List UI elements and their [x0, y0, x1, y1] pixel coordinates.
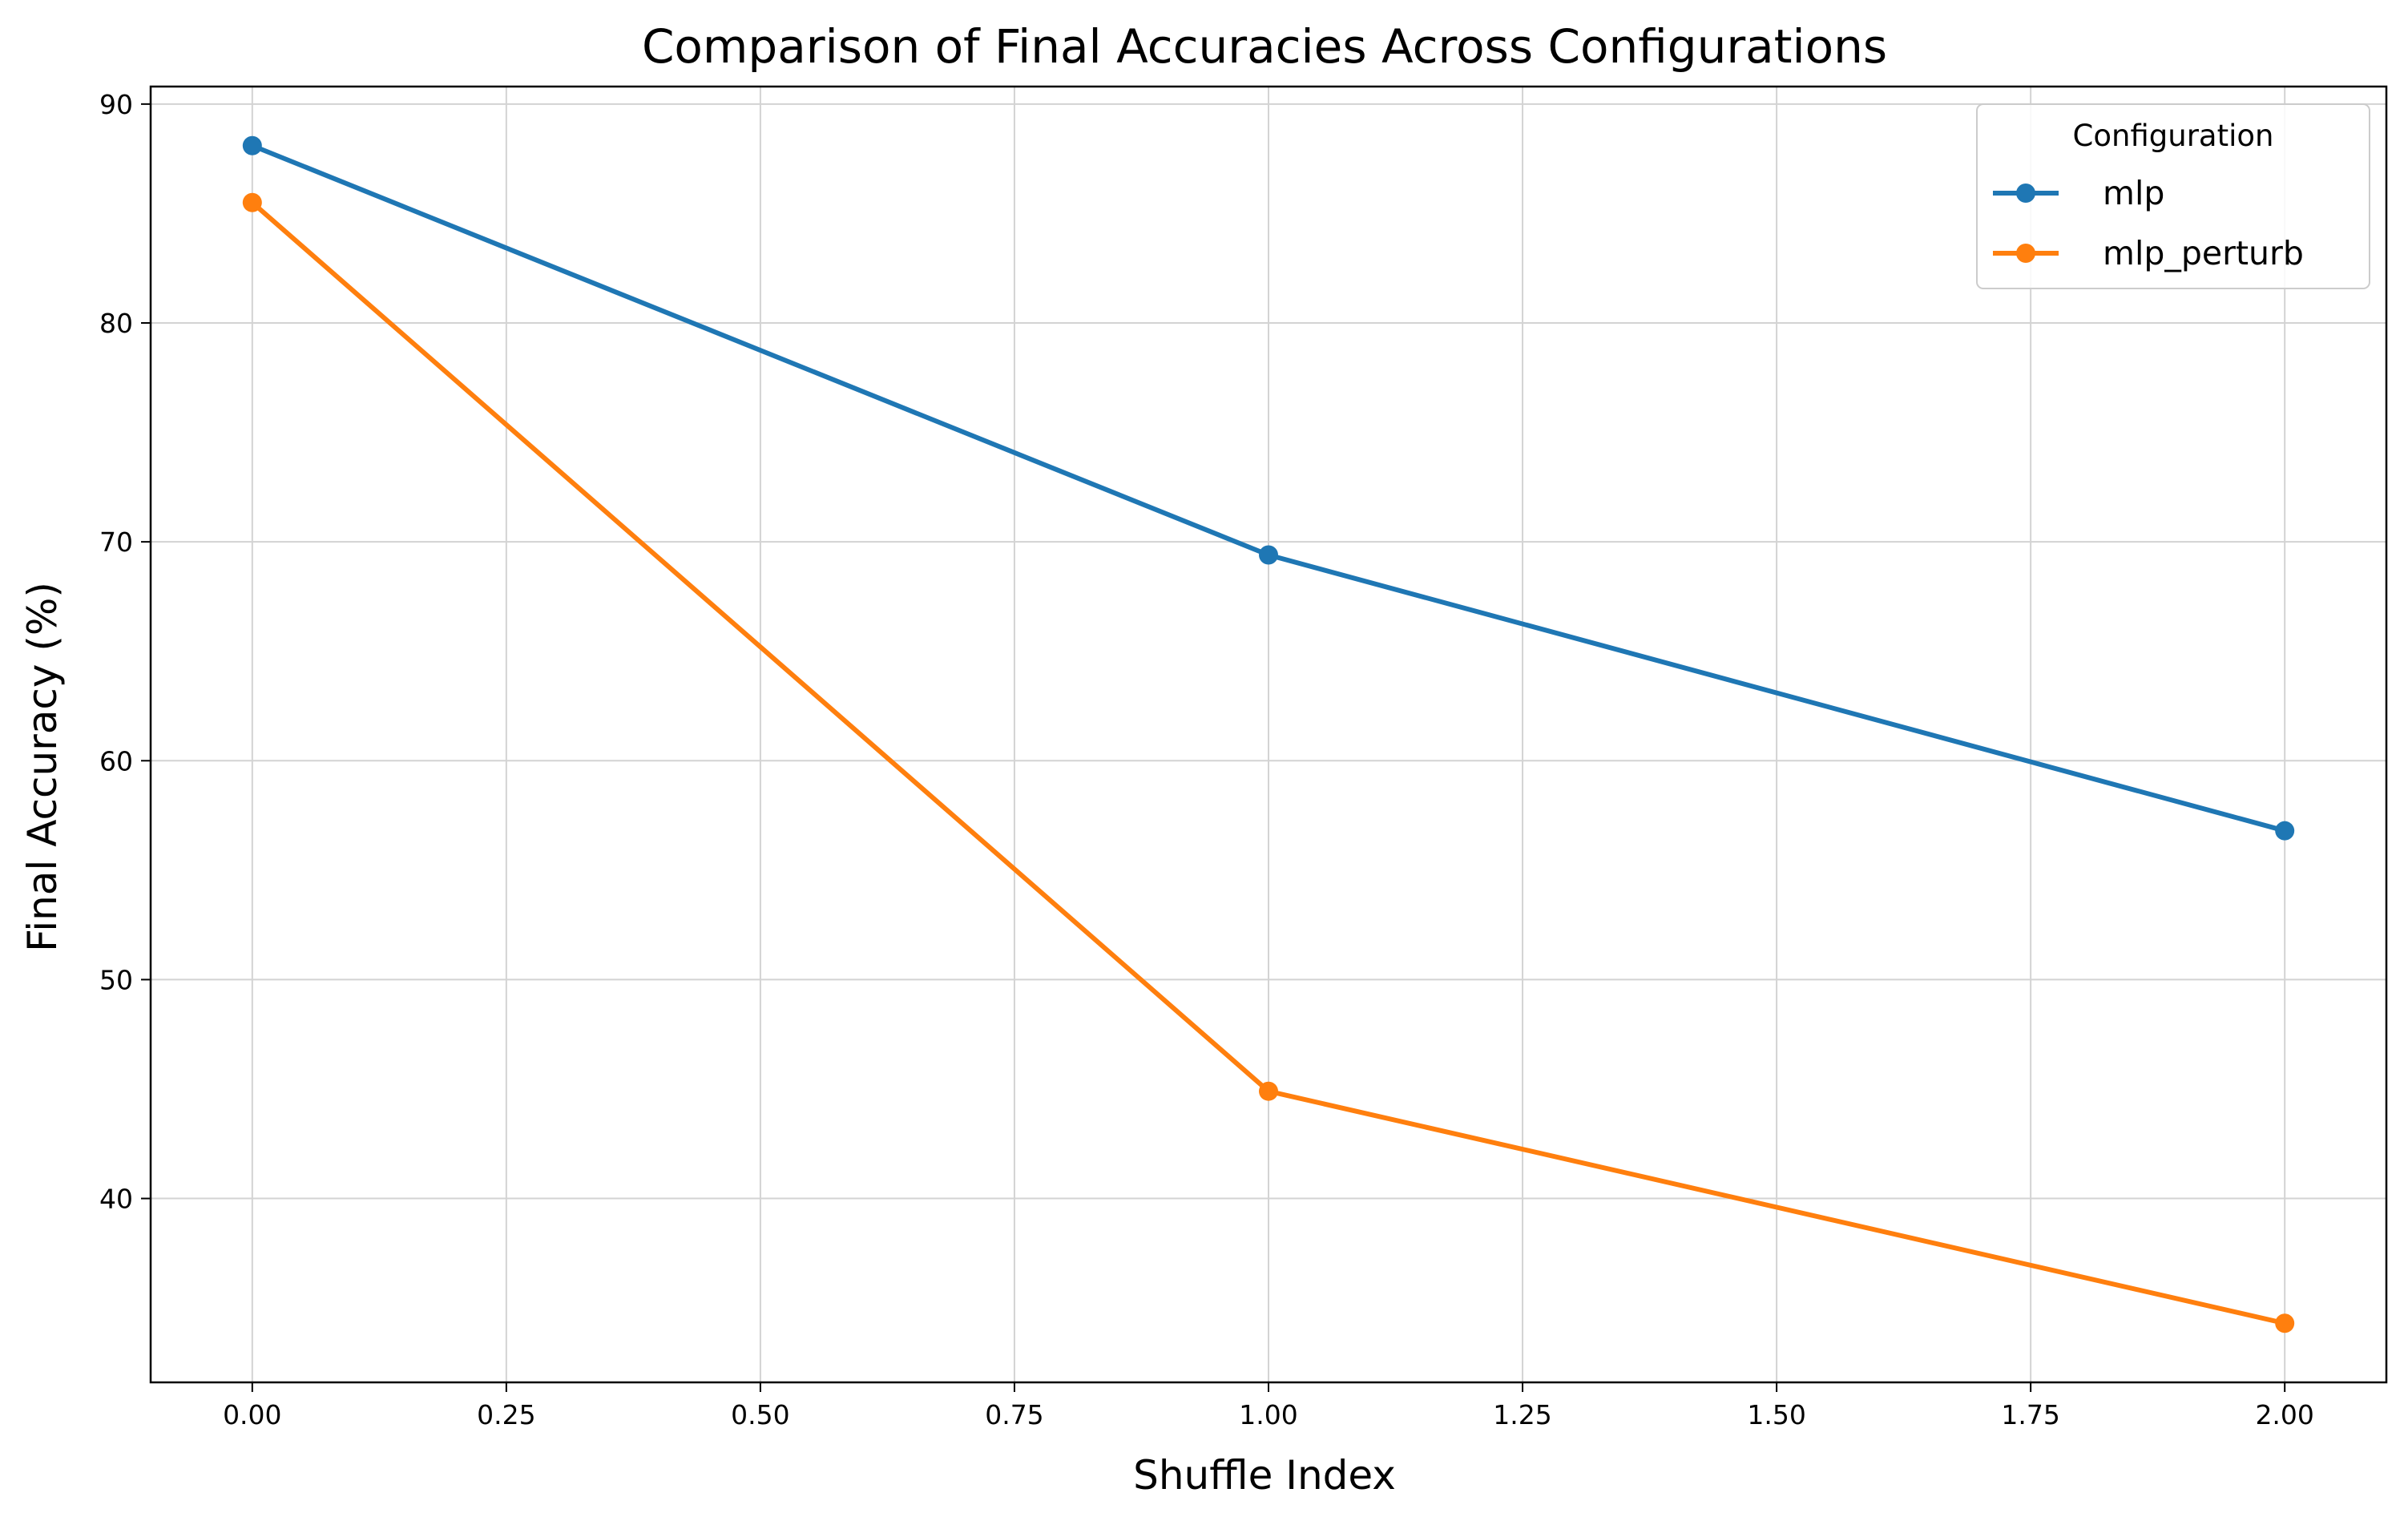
- y-axis-ticks: 40 50 60 70 80 90: [99, 89, 151, 1215]
- data-point-mlp: [1259, 545, 1278, 565]
- legend-label-mlp: mlp: [2103, 174, 2164, 212]
- x-tick-label: 2.00: [2255, 1399, 2313, 1430]
- series-layer: [242, 135, 2295, 1333]
- data-point-mlp_perturb: [2275, 1313, 2295, 1333]
- legend-marker-mlp: [2016, 184, 2035, 203]
- data-point-mlp: [242, 135, 262, 155]
- data-point-mlp_perturb: [1259, 1081, 1278, 1101]
- y-tick-label: 90: [99, 89, 133, 120]
- legend-label-mlp_perturb: mlp_perturb: [2103, 234, 2304, 272]
- legend-item-mlp_perturb: mlp_perturb: [1993, 234, 2304, 272]
- grid: [151, 87, 2386, 1382]
- x-tick-label: 0.50: [731, 1399, 789, 1430]
- legend-item-mlp: mlp: [1993, 174, 2164, 212]
- y-tick-label: 60: [99, 745, 133, 777]
- x-axis-label: Shuffle Index: [1133, 1452, 1396, 1499]
- legend-marker-mlp_perturb: [2016, 244, 2035, 263]
- x-axis-ticks: 0.00 0.25 0.50 0.75 1.00 1.25 1.50 1.75 2.00: [223, 1382, 2314, 1430]
- y-tick-label: 70: [99, 526, 133, 558]
- x-tick-label: 0.00: [223, 1399, 281, 1430]
- x-tick-label: 0.25: [477, 1399, 535, 1430]
- legend-title: Configuration: [2073, 119, 2274, 153]
- y-axis-label: Final Accuracy (%): [19, 582, 66, 952]
- x-tick-label: 1.00: [1239, 1399, 1297, 1430]
- y-tick-label: 50: [99, 964, 133, 995]
- x-tick-label: 0.75: [985, 1399, 1043, 1430]
- x-tick-label: 1.25: [1493, 1399, 1551, 1430]
- legend: Configuration mlp mlp_perturb: [1976, 103, 2370, 289]
- plot-frame: [149, 85, 2388, 1384]
- legend-box: [1976, 103, 2370, 289]
- data-point-mlp_perturb: [242, 192, 262, 212]
- y-tick-label: 40: [99, 1184, 133, 1215]
- legend-items: mlp mlp_perturb: [1993, 174, 2304, 272]
- data-point-mlp: [2275, 821, 2295, 841]
- series-mlp: [242, 135, 2295, 841]
- y-tick-label: 80: [99, 308, 133, 339]
- series-mlp_perturb: [242, 192, 2295, 1333]
- x-tick-label: 1.75: [2001, 1399, 2059, 1430]
- x-tick-label: 1.50: [1747, 1399, 1805, 1430]
- chart-title: Comparison of Final Accuracies Across Co…: [642, 19, 1887, 74]
